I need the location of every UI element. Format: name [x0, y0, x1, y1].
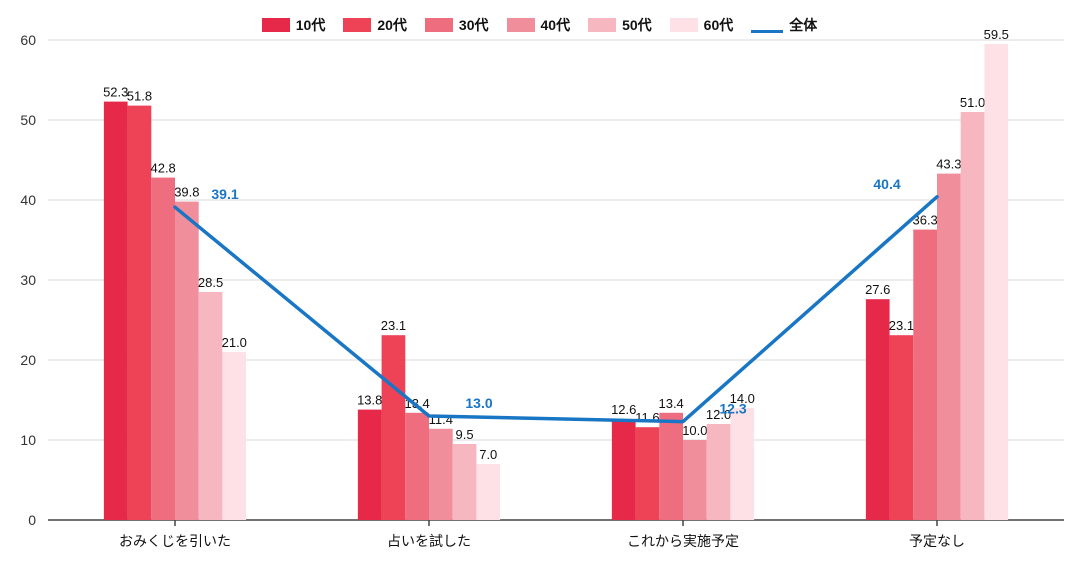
bar-value-label: 9.5 — [456, 427, 474, 442]
bar-value-label: 12.6 — [611, 402, 636, 417]
bar — [199, 292, 223, 520]
bar-value-label: 11.6 — [635, 410, 659, 425]
legend-label: 30代 — [459, 15, 489, 35]
bar — [405, 413, 429, 520]
y-tick-label: 0 — [28, 512, 36, 528]
line-value-label: 13.0 — [465, 395, 492, 411]
legend-item-line: 全体 — [751, 15, 817, 35]
legend-swatch — [343, 18, 371, 32]
x-category-label: おみくじを引いた — [119, 533, 231, 549]
bar — [984, 44, 1008, 520]
legend-label: 10代 — [296, 15, 326, 35]
bar-value-label: 43.3 — [936, 157, 961, 172]
legend-item: 10代 — [262, 15, 326, 35]
legend-item: 20代 — [343, 15, 407, 35]
bar — [358, 410, 382, 520]
bar-value-label: 42.8 — [150, 161, 175, 176]
bar — [151, 178, 175, 520]
legend-label: 20代 — [377, 15, 407, 35]
bar-value-label: 23.1 — [889, 318, 914, 333]
x-category-label: 予定なし — [909, 533, 965, 549]
legend-label: 全体 — [789, 15, 817, 35]
bar — [683, 440, 707, 520]
bar-value-label: 51.8 — [127, 89, 152, 104]
line-value-label: 12.3 — [719, 401, 746, 417]
bar-value-label: 28.5 — [198, 275, 223, 290]
legend: 10代 20代 30代 40代 50代 60代 全体 — [0, 15, 1079, 35]
y-tick-label: 20 — [20, 352, 36, 368]
legend-swatch — [588, 18, 616, 32]
x-category-label: 占いを試した — [387, 533, 471, 549]
line-value-label: 39.1 — [211, 186, 238, 202]
bar-value-label: 13.8 — [357, 393, 382, 408]
bar-value-label: 27.6 — [865, 282, 890, 297]
legend-swatch-line — [751, 30, 783, 33]
bar-value-label: 51.0 — [960, 95, 985, 110]
bar — [961, 112, 985, 520]
bar — [937, 174, 961, 520]
x-category-label: これから実施予定 — [627, 533, 739, 549]
line-value-label: 40.4 — [873, 176, 900, 192]
legend-swatch — [262, 18, 290, 32]
legend-label: 50代 — [622, 15, 652, 35]
y-tick-label: 10 — [20, 432, 36, 448]
y-tick-label: 40 — [20, 192, 36, 208]
bar — [913, 230, 937, 520]
bar — [476, 464, 500, 520]
bar — [104, 102, 128, 520]
legend-item: 50代 — [588, 15, 652, 35]
bar-value-label: 39.8 — [174, 185, 199, 200]
bar-value-label: 13.4 — [658, 396, 683, 411]
bar-value-label: 10.0 — [682, 423, 707, 438]
bar — [429, 429, 453, 520]
legend-swatch — [507, 18, 535, 32]
bar — [382, 335, 406, 520]
legend-item: 40代 — [507, 15, 571, 35]
bar — [612, 419, 636, 520]
bar — [222, 352, 246, 520]
bar — [453, 444, 477, 520]
bar — [175, 202, 199, 520]
bar — [707, 424, 731, 520]
legend-swatch — [425, 18, 453, 32]
y-tick-label: 50 — [20, 112, 36, 128]
legend-item: 60代 — [670, 15, 734, 35]
legend-item: 30代 — [425, 15, 489, 35]
bar-value-label: 21.0 — [222, 335, 247, 350]
bar — [659, 413, 683, 520]
bar — [890, 335, 914, 520]
overall-line — [175, 197, 937, 422]
bar-value-label: 52.3 — [103, 85, 128, 100]
legend-label: 60代 — [704, 15, 734, 35]
bar-value-label: 7.0 — [479, 447, 497, 462]
bar-value-label: 11.4 — [429, 412, 453, 427]
chart-svg: 0102030405060おみくじを引いた52.351.842.839.828.… — [0, 0, 1079, 572]
chart-container: 10代20代30代40代50代60代全体 0102030405060おみくじを引… — [0, 0, 1079, 572]
bar-value-label: 23.1 — [381, 318, 406, 333]
bar — [636, 427, 660, 520]
bar — [866, 299, 890, 520]
legend-label: 40代 — [541, 15, 571, 35]
bar — [730, 408, 754, 520]
y-tick-label: 30 — [20, 272, 36, 288]
legend-swatch — [670, 18, 698, 32]
bar — [128, 106, 152, 520]
